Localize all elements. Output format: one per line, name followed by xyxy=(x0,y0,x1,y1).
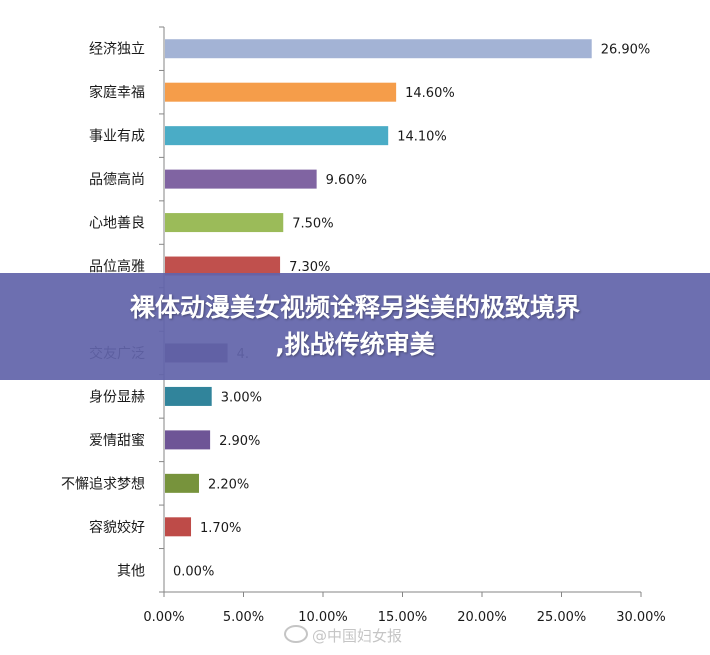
value-label: 0.00% xyxy=(173,564,214,579)
value-label: 1.70% xyxy=(200,521,241,536)
value-label: 7.30% xyxy=(289,260,330,275)
x-tick-label: 15.00% xyxy=(378,610,428,625)
category-label: 容貌姣好 xyxy=(89,519,145,536)
category-label: 其他 xyxy=(117,563,145,579)
value-labels: 26.90%14.60%14.10%9.60%7.50%7.30%4.3.00%… xyxy=(173,43,650,580)
bar xyxy=(165,517,192,537)
bar xyxy=(165,213,284,233)
category-label: 身份显赫 xyxy=(89,389,145,405)
title-overlay-banner: 裸体动漫美女视频诠释另类美的极致境界 ,挑战传统审美 xyxy=(0,273,710,380)
category-label: 品德高尚 xyxy=(89,171,145,188)
value-label: 14.10% xyxy=(397,130,447,145)
value-label: 3.00% xyxy=(221,390,262,405)
category-label: 事业有成 xyxy=(89,129,145,145)
bar xyxy=(165,430,211,450)
x-axis: 0.00% 5.00% 10.00% 15.00% 20.00% 25.00% 30.00% xyxy=(143,591,666,625)
category-label: 不懈追求梦想 xyxy=(61,475,145,492)
bar xyxy=(165,39,592,59)
value-label: 2.90% xyxy=(219,434,260,449)
watermark: @中国妇女报 xyxy=(284,624,402,648)
bars xyxy=(165,39,592,537)
overlay-title-line-2: ,挑战传统审美 xyxy=(275,330,435,359)
category-label: 家庭幸福 xyxy=(89,84,145,101)
overlay-title: 裸体动漫美女视频诠释另类美的极致境界 ,挑战传统审美 xyxy=(0,289,710,363)
bar xyxy=(165,82,397,102)
value-label: 7.50% xyxy=(292,217,333,232)
value-label: 14.60% xyxy=(405,86,455,101)
value-label: 26.90% xyxy=(601,43,651,58)
weibo-icon xyxy=(284,625,308,643)
category-label: 经济独立 xyxy=(89,42,145,58)
x-tick-label: 10.00% xyxy=(298,610,348,625)
bar xyxy=(165,386,212,406)
bar xyxy=(165,473,199,493)
overlay-title-line-1: 裸体动漫美女视频诠释另类美的极致境界 xyxy=(129,293,580,322)
value-label: 2.20% xyxy=(208,477,249,492)
category-label: 爱情甜蜜 xyxy=(89,433,145,449)
x-tick-label: 25.00% xyxy=(537,610,587,625)
bar xyxy=(165,256,281,276)
x-tick-label: 0.00% xyxy=(143,610,184,625)
bar xyxy=(165,126,389,146)
x-tick-label: 20.00% xyxy=(457,610,507,625)
x-tick-label: 5.00% xyxy=(223,610,264,625)
bar xyxy=(165,169,317,189)
category-label: 品位高雅 xyxy=(89,258,145,275)
watermark-text: @中国妇女报 xyxy=(312,627,403,645)
value-label: 9.60% xyxy=(326,173,367,188)
category-label: 心地善良 xyxy=(89,216,145,232)
x-tick-label: 30.00% xyxy=(616,610,666,625)
